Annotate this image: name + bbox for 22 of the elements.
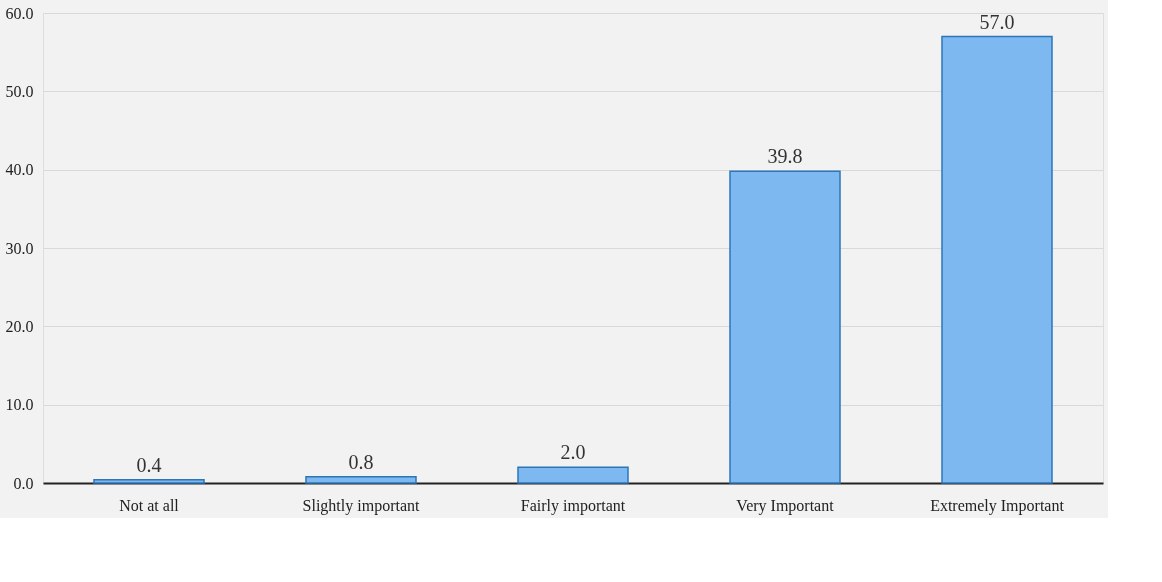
y-tick-label: 60.0 — [5, 4, 34, 22]
bar — [517, 466, 629, 484]
y-tick-label: 30.0 — [5, 239, 34, 257]
data-label: 57.0 — [979, 10, 1015, 33]
bar — [305, 475, 417, 484]
bar — [729, 170, 841, 484]
y-tick-label: 10.0 — [5, 396, 34, 414]
bar — [941, 35, 1053, 484]
y-tick-label: 50.0 — [5, 82, 34, 100]
y-tick-label: 20.0 — [5, 317, 34, 335]
x-tick-label: Slightly important — [302, 496, 420, 515]
x-tick-label: Not at all — [119, 496, 180, 514]
x-tick-label: Extremely Important — [930, 496, 1065, 515]
data-label: 2.0 — [560, 441, 586, 464]
y-tick-label: 40.0 — [5, 161, 34, 179]
data-label: 0.8 — [348, 450, 374, 473]
data-label: 0.4 — [136, 453, 162, 476]
x-tick-label: Very Important — [736, 496, 835, 515]
data-label: 39.8 — [767, 145, 803, 168]
y-tick-label: 0.0 — [13, 474, 34, 492]
x-tick-label: Fairly important — [520, 496, 626, 515]
bar — [93, 479, 205, 484]
